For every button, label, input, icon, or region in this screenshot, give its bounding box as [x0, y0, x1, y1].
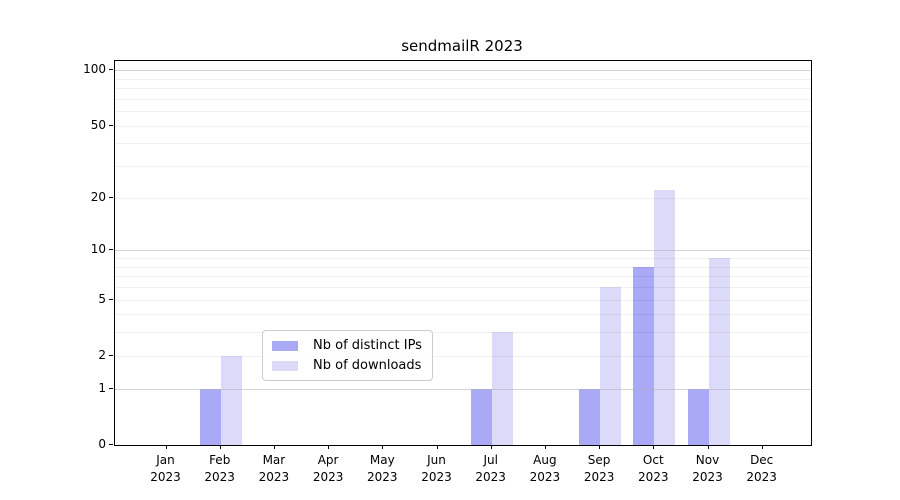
x-axis-tick-label: Nov 2023 — [692, 453, 723, 484]
bar-oct-distinct-ips — [633, 266, 655, 445]
legend-swatch-downloads — [272, 360, 298, 371]
legend-label: Nb of distinct IPs — [313, 338, 422, 353]
gridline-y-30 — [115, 166, 811, 168]
bar-jul-distinct-ips — [470, 388, 492, 445]
y-axis-tick-label: 0 — [98, 437, 106, 451]
y-axis-tick-mark — [109, 298, 113, 300]
y-axis-tick-label: 50 — [90, 117, 106, 132]
x-axis-tick-label: May 2023 — [367, 453, 398, 484]
x-axis-tick-mark — [165, 445, 167, 449]
x-axis-tick-label: Sep 2023 — [583, 453, 615, 484]
x-axis-tick-mark — [653, 445, 655, 449]
y-axis-tick-mark — [109, 249, 113, 251]
gridline-y-6 — [115, 286, 811, 288]
gridline-y-40 — [115, 143, 811, 145]
gridline-y-50 — [115, 125, 811, 127]
x-axis-tick-label: Aug 2023 — [529, 453, 561, 484]
x-axis-tick-label: Jun 2023 — [421, 453, 452, 484]
gridline-y-8 — [115, 266, 811, 268]
x-axis-tick-label: Feb 2023 — [204, 453, 235, 484]
bar-feb-distinct-ips — [199, 388, 221, 445]
gridline-y-2 — [115, 355, 811, 357]
gridline-y-3 — [115, 332, 811, 334]
y-axis-tick-mark — [109, 444, 113, 445]
gridline-y-60 — [115, 111, 811, 113]
x-axis-tick-mark — [599, 445, 601, 449]
y-axis-tick-mark — [109, 387, 113, 389]
x-axis-tick-mark — [219, 445, 221, 449]
bar-nov-downloads — [708, 258, 730, 445]
gridline-y-1 — [115, 388, 811, 390]
gridline-y-5 — [115, 299, 811, 301]
x-axis-tick-label: Jul 2023 — [475, 453, 506, 484]
x-axis-tick-label: Apr 2023 — [312, 453, 344, 484]
bar-nov-distinct-ips — [687, 388, 709, 445]
x-axis-tick-mark — [490, 445, 492, 449]
gridline-y-70 — [115, 98, 811, 100]
gridline-y-100 — [115, 70, 811, 72]
y-axis-tick-mark — [109, 124, 113, 126]
x-axis-tick-mark — [382, 445, 384, 449]
x-axis-tick-mark — [707, 445, 709, 449]
y-axis-tick-label: 10 — [90, 242, 106, 257]
gridline-y-10 — [115, 250, 811, 252]
x-axis-tick-mark — [761, 445, 763, 449]
gridline-y-4 — [115, 314, 811, 316]
bar-oct-downloads — [654, 190, 676, 445]
legend-item: Nb of downloads — [272, 358, 422, 373]
legend-swatch-distinct-ips — [272, 340, 298, 351]
gridline-y-20 — [115, 197, 811, 199]
plot-area — [114, 60, 812, 446]
x-axis-tick-label: Oct 2023 — [638, 453, 669, 484]
y-axis-tick-label: 20 — [90, 189, 106, 204]
x-axis-tick-label: Dec 2023 — [746, 453, 777, 484]
gridline-y-80 — [115, 88, 811, 89]
gridline-y-7 — [115, 276, 811, 278]
y-axis-tick-label: 2 — [98, 347, 106, 362]
bar-sep-downloads — [600, 286, 622, 445]
y-axis-tick-label: 5 — [98, 291, 106, 306]
y-axis-tick-mark — [109, 354, 113, 356]
bar-feb-downloads — [220, 355, 242, 445]
y-axis-tick-label: 1 — [98, 380, 106, 395]
x-axis-tick-label: Jan 2023 — [150, 453, 181, 484]
x-axis-tick-label: Mar 2023 — [258, 453, 290, 484]
x-axis-tick-mark — [544, 445, 546, 449]
y-axis-tick-mark — [109, 69, 113, 71]
legend-label: Nb of downloads — [313, 358, 422, 373]
gridline-y-9 — [115, 258, 811, 259]
legend: Nb of distinct IPs Nb of downloads — [262, 330, 433, 381]
bar-sep-distinct-ips — [579, 388, 601, 445]
x-axis-tick-mark — [273, 445, 275, 449]
x-axis-tick-mark — [328, 445, 330, 449]
x-axis-tick-mark — [436, 445, 438, 449]
y-axis-tick-label: 100 — [83, 62, 106, 77]
y-axis-tick-mark — [109, 196, 113, 198]
chart-title: sendmailR 2023 — [401, 37, 523, 55]
legend-item: Nb of distinct IPs — [272, 338, 422, 353]
gridline-y-90 — [115, 78, 811, 80]
